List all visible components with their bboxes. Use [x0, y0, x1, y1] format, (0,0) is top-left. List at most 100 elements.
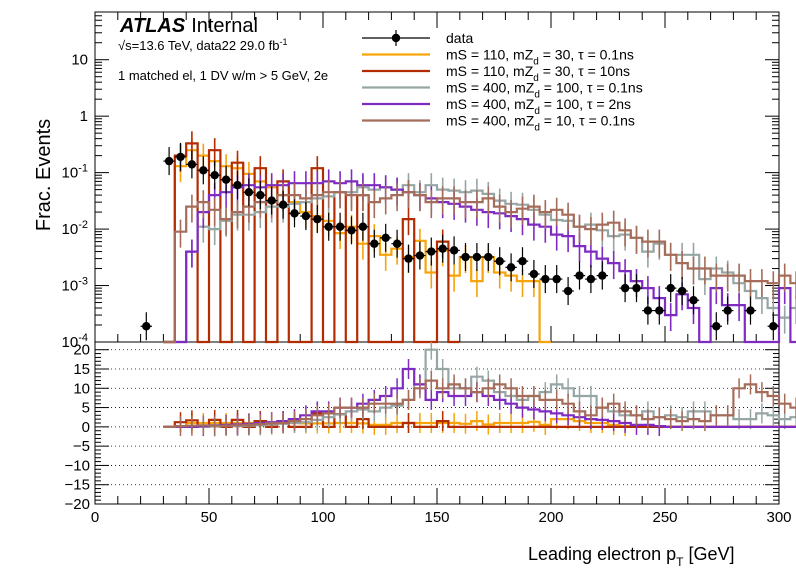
data-point: [495, 256, 504, 266]
x-tick-label: 200: [538, 509, 563, 526]
data-point: [552, 274, 561, 284]
data-point: [313, 214, 322, 224]
data-point: [598, 271, 607, 280]
series-4-histogram: [163, 180, 796, 344]
data-point: [746, 306, 755, 315]
data-point: [199, 166, 208, 175]
data-point: [358, 222, 368, 231]
y-tick-label: 1: [80, 108, 88, 125]
top-y-ticks: 10 1 10-1 10-2 10-3 10-4: [62, 11, 779, 351]
data-point: [427, 247, 436, 256]
legend-label: mS = 400, mZd = 100, τ = 2ns: [446, 96, 631, 117]
data-points-group: [140, 142, 779, 341]
data-point: [484, 252, 493, 262]
data-point: [723, 306, 732, 315]
ratio-series-5: [163, 379, 796, 428]
data-point: [461, 252, 470, 262]
data-point: [221, 175, 231, 184]
data-point: [506, 263, 516, 272]
data-point: [301, 211, 311, 221]
y-tick-label: 10-3: [62, 276, 88, 295]
data-point: [142, 322, 151, 331]
data-point: [769, 322, 778, 331]
data-point: [415, 251, 425, 260]
x-tick-label: 250: [652, 509, 677, 526]
data-point: [655, 306, 664, 315]
data-point: [256, 190, 265, 200]
x-tick-label: 300: [766, 509, 791, 526]
data-point: [290, 209, 299, 218]
data-point: [370, 239, 379, 248]
y-axis-label: Frac. Events: [33, 119, 55, 231]
data-point: [278, 200, 288, 209]
ratio-tick-label: −10: [65, 457, 90, 474]
legend-entry: mS = 400, mZd = 100, τ = 2ns: [362, 96, 631, 117]
ratio-series-group: [163, 342, 796, 437]
data-point: [176, 152, 185, 162]
ratio-tick-label: 0: [82, 419, 90, 436]
energy-lumi-label: √s=13.6 TeV, data22 29.0 fb-1: [118, 37, 287, 53]
data-point: [632, 283, 641, 293]
data-point: [712, 322, 721, 331]
x-tick-label: 100: [310, 509, 335, 526]
x-ticks: 0 50 100 150 200 250 300: [91, 12, 792, 526]
legend-entry: mS = 110, mZd = 30, τ = 0.1ns: [362, 47, 634, 68]
ratio-tick-label: 20: [73, 342, 90, 359]
y-tick-label: 10-4: [62, 332, 88, 351]
data-point: [518, 256, 527, 266]
ratio-y-ticks: 20 15 10 5 0 −5 −10 −15 −20: [65, 342, 779, 513]
x-tick-label: 50: [201, 509, 218, 526]
ratio-tick-label: 15: [73, 361, 90, 378]
data-point: [643, 306, 653, 315]
data-point: [164, 156, 174, 166]
data-point: [335, 222, 345, 231]
data-point: [677, 286, 687, 296]
data-point: [563, 286, 573, 296]
legend-entry: mS = 110, mZd = 30, τ = 10ns: [362, 63, 630, 84]
legend-label: mS = 110, mZd = 30, τ = 0.1ns: [446, 47, 634, 68]
data-point: [210, 171, 219, 180]
data-point: [233, 180, 242, 190]
data-point: [404, 254, 413, 263]
data-point: [347, 226, 356, 235]
data-point: [267, 196, 276, 205]
x-tick-label: 150: [424, 509, 449, 526]
selection-label: 1 matched el, 1 DV w/m > 5 GeV, 2e: [118, 68, 328, 83]
series-2-histogram: [163, 142, 460, 344]
data-point: [541, 274, 550, 284]
ratio-tick-label: 5: [82, 400, 90, 417]
data-point: [586, 274, 596, 284]
legend-marker: [391, 33, 401, 43]
data-point: [620, 283, 630, 293]
atlas-label: ATLAS Internal: [119, 15, 258, 37]
ratio-tick-label: 10: [73, 380, 90, 397]
legend-entry: data: [362, 30, 473, 46]
data-point: [529, 269, 539, 279]
ratio-tick-label: −15: [65, 477, 90, 494]
legend-entry: mS = 400, mZd = 10, τ = 0.1ns: [362, 113, 635, 134]
data-point: [187, 160, 197, 169]
data-point: [438, 244, 447, 253]
ratio-tick-label: −20: [65, 496, 90, 513]
series-5-histogram: [163, 191, 796, 344]
y-tick-label: 10: [71, 52, 88, 69]
data-point: [324, 222, 333, 231]
top-series-group: [163, 131, 796, 344]
legend-label: mS = 400, mZd = 10, τ = 0.1ns: [446, 113, 635, 134]
x-tick-label: 0: [91, 509, 99, 526]
ratio-tick-label: −5: [73, 438, 90, 455]
legend-label: data: [446, 30, 473, 46]
data-point: [472, 252, 482, 262]
data-point: [244, 188, 254, 197]
data-point: [392, 239, 402, 248]
data-point: [449, 246, 459, 255]
y-tick-label: 10-2: [62, 219, 88, 238]
legend-entry: mS = 400, mZd = 100, τ = 0.1ns: [362, 80, 643, 101]
x-axis-label: Leading electron pT [GeV]: [528, 544, 735, 569]
data-point: [666, 283, 675, 293]
data-point: [575, 271, 584, 280]
legend-label: mS = 400, mZd = 100, τ = 0.1ns: [446, 80, 643, 101]
data-point: [689, 296, 698, 305]
legend-label: mS = 110, mZd = 30, τ = 10ns: [446, 63, 630, 84]
